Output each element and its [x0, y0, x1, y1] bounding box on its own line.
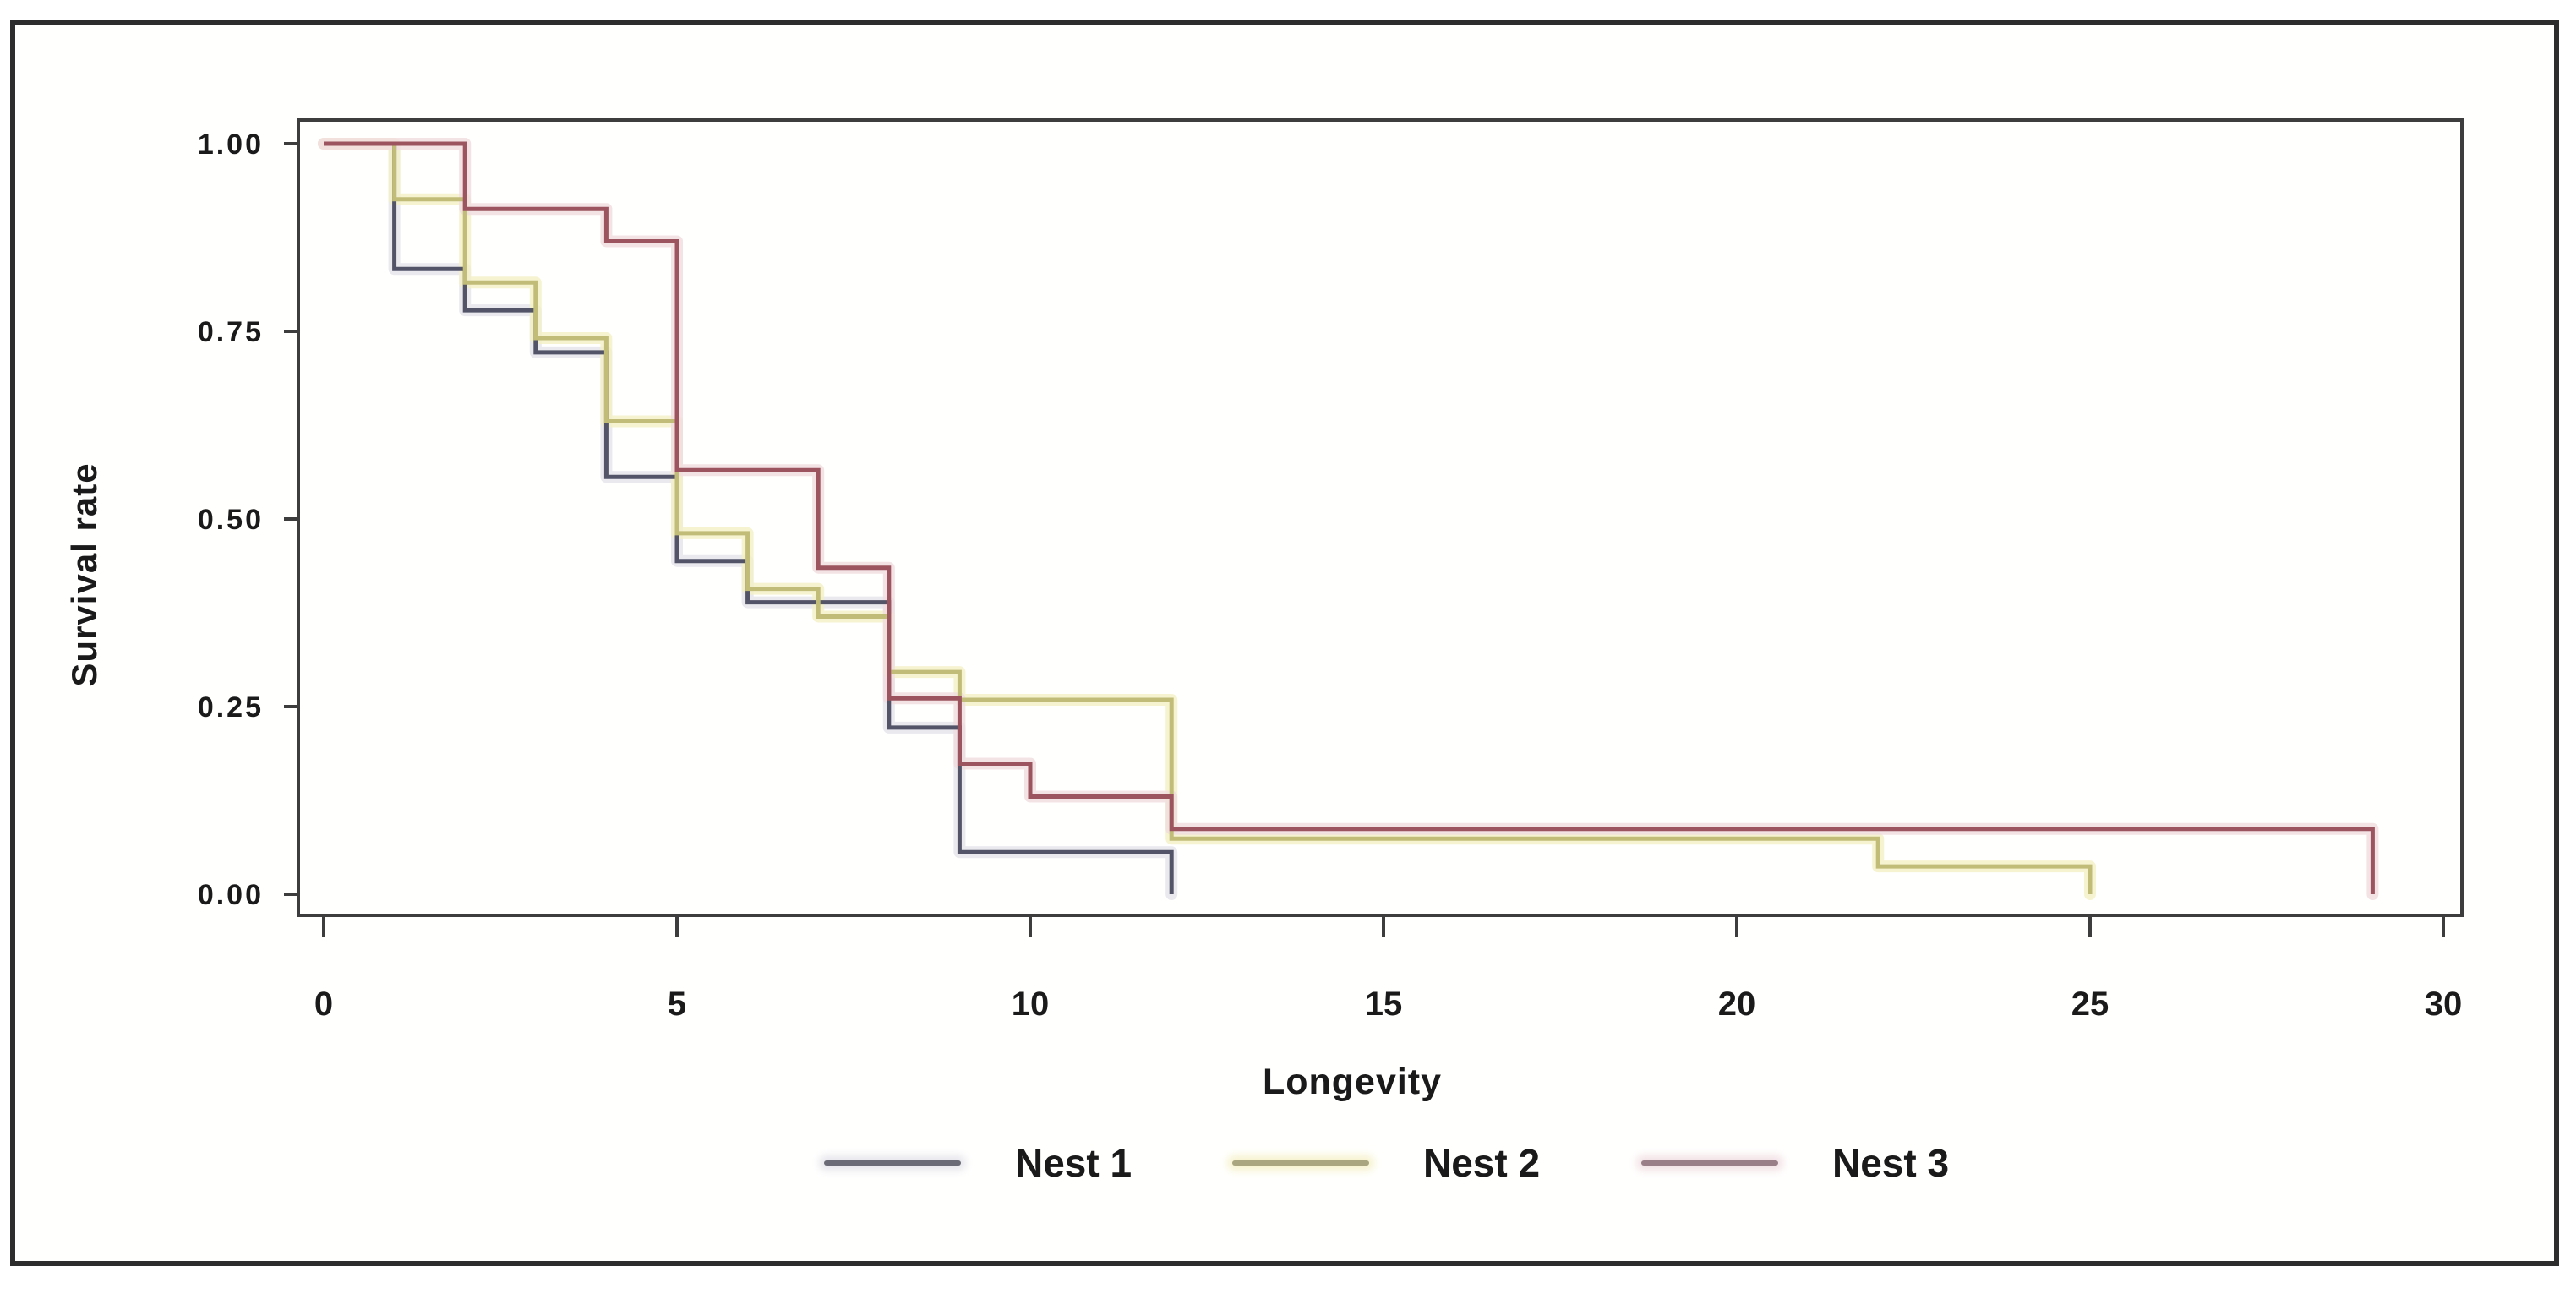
- series-line-3: [324, 141, 2375, 894]
- y-tick-label: 0.75: [198, 316, 264, 348]
- legend-swatch-nest-1: [824, 1160, 961, 1166]
- series-halo-2: [318, 138, 2096, 900]
- legend-swatch-nest-3: [1641, 1160, 1778, 1166]
- y-tick-label: 0.50: [198, 504, 264, 536]
- legend-label-nest-2: Nest 2: [1423, 1141, 1541, 1185]
- y-tick-label: 1.00: [198, 128, 264, 161]
- legend-swatch-nest-2: [1232, 1160, 1369, 1166]
- x-tick-label: 30: [2425, 986, 2463, 1023]
- x-tick-label: 15: [1365, 986, 1403, 1023]
- legend-item-nest-3: Nest 3: [1641, 1140, 1949, 1186]
- x-axis-title: Longevity: [1262, 1062, 1443, 1102]
- y-tick-label: 0.25: [198, 691, 264, 723]
- x-tick-label: 20: [1718, 986, 1756, 1023]
- x-tick-label: 10: [1012, 986, 1050, 1023]
- series-halo-1: [318, 138, 1178, 900]
- figure-border: [10, 20, 2559, 1266]
- legend-label-nest-1: Nest 1: [1015, 1141, 1132, 1185]
- series-halo-3: [318, 138, 2379, 900]
- legend-item-nest-2: Nest 2: [1232, 1140, 1540, 1186]
- series-line-1: [324, 141, 1174, 894]
- legend-label-nest-3: Nest 3: [1832, 1141, 1950, 1185]
- x-tick-label: 0: [314, 986, 333, 1023]
- legend-item-nest-1: Nest 1: [824, 1140, 1132, 1186]
- y-tick-label: 0.00: [198, 879, 264, 911]
- series-line-2: [324, 141, 2093, 894]
- y-axis-title: Survival rate: [64, 462, 104, 687]
- x-tick-label: 5: [668, 986, 686, 1023]
- x-tick-label: 25: [2071, 986, 2109, 1023]
